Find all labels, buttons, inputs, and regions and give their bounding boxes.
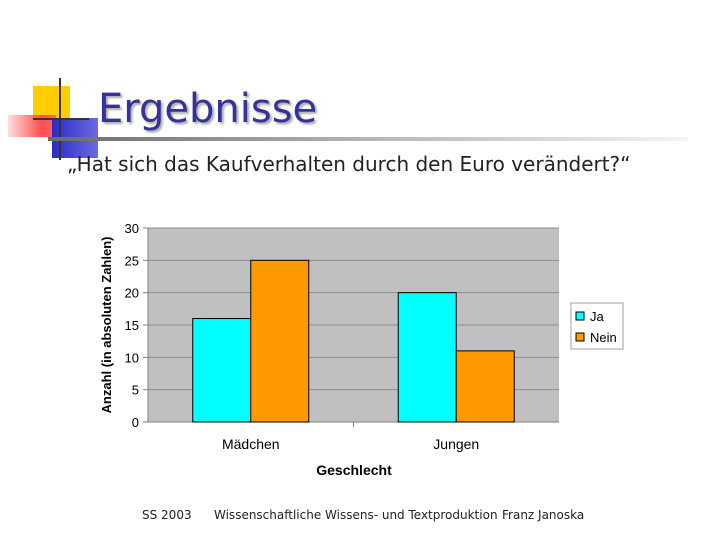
bar-nein-1 — [455, 350, 515, 423]
deco-horizontal-line — [33, 118, 89, 120]
legend-label-ja: Ja — [590, 309, 605, 324]
chart-legend: Ja Nein — [570, 302, 624, 350]
deco-yellow-square — [33, 86, 70, 119]
bar-ja-1 — [397, 292, 457, 423]
x-axis-label: Geschlecht — [316, 462, 392, 478]
y-axis-label: Anzahl (in absoluten Zahlen) — [99, 237, 114, 414]
bar-ja-0 — [192, 318, 252, 423]
legend-swatch-nein — [575, 332, 585, 342]
slide-title: Ergebnisse — [98, 86, 318, 132]
title-divider — [48, 137, 688, 141]
y-tick-label: 15 — [125, 318, 139, 333]
footer-semester: SS 2003 — [142, 508, 192, 522]
y-tick-label: 0 — [132, 415, 139, 430]
deco-red-bar — [8, 115, 56, 137]
footer-author: Franz Janoska — [502, 508, 585, 522]
y-tick-label: 10 — [125, 350, 139, 365]
y-tick-label: 25 — [125, 253, 139, 268]
slide-subtitle: „Hat sich das Kaufverhalten durch den Eu… — [67, 152, 631, 176]
legend-swatch-ja — [575, 311, 585, 321]
bar-nein-0 — [250, 259, 310, 423]
y-tick-label: 30 — [125, 221, 139, 236]
footer-course: Wissenschaftliche Wissens- und Textprodu… — [214, 508, 498, 522]
x-tick-label: Jungen — [433, 436, 479, 452]
y-tick-label: 5 — [132, 383, 139, 398]
bar-chart: 0 5 10 15 20 25 30 Mädchen Jungen Geschlecht Anz… — [99, 221, 624, 478]
legend-label-nein: Nein — [590, 330, 617, 345]
y-tick-label: 20 — [125, 286, 139, 301]
x-tick-label: Mädchen — [222, 436, 280, 452]
